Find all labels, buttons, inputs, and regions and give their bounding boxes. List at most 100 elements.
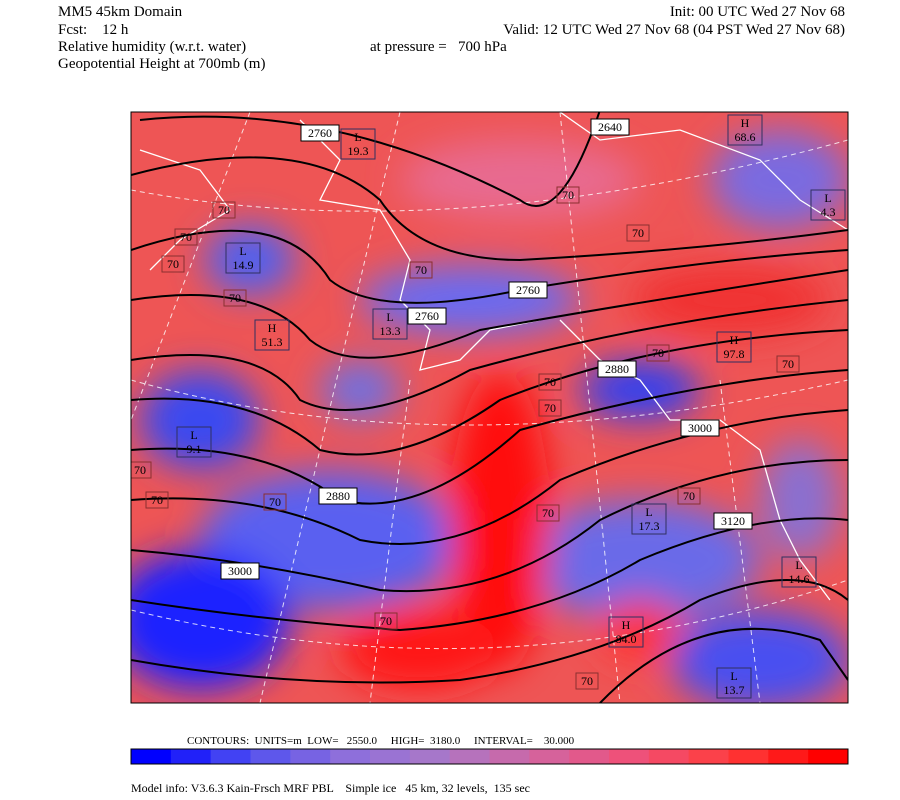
height-label-box: [407, 307, 447, 325]
color-bar-step: [210, 749, 251, 764]
color-bar-step: [290, 749, 331, 764]
valid-time: Valid: 12 UTC Wed 27 Nov 68 (04 PST Wed …: [503, 22, 845, 38]
extremum-kind: L: [190, 428, 197, 442]
height-label-box: [713, 512, 753, 530]
color-bar-step: [569, 749, 610, 764]
height-label: 2760: [415, 309, 439, 323]
extremum-box: [810, 189, 846, 221]
extremum-value: 14.6: [789, 572, 810, 586]
extremum-value: 9.1: [187, 442, 202, 456]
color-bar-step: [609, 749, 650, 764]
contour-info: CONTOURS: UNITS=m LOW= 2550.0 HIGH= 3180…: [187, 735, 575, 747]
height-label: 2880: [326, 489, 350, 503]
rh-label-box: [538, 373, 562, 391]
rh-label: 70: [562, 188, 574, 202]
extremum-kind: H: [741, 116, 750, 130]
field-height: Geopotential Height at 700mb (m): [58, 56, 265, 72]
height-label: 3120: [721, 514, 745, 528]
height-label-box: [220, 562, 260, 580]
extremum-box: [340, 128, 376, 160]
color-bar-step: [131, 749, 172, 764]
rh-label: 70: [782, 357, 794, 371]
height-label: 2880: [605, 362, 629, 376]
rh-label-box: [374, 612, 398, 630]
rh-label-box: [677, 487, 701, 505]
extremum-kind: L: [795, 558, 802, 572]
extremum-value: 17.3: [639, 519, 660, 533]
rh-label-box: [161, 255, 185, 273]
height-label: 2760: [308, 126, 332, 140]
color-bar-step: [370, 749, 411, 764]
rh-label-box: [174, 228, 198, 246]
color-bar-frame: [130, 748, 849, 765]
extremum-box: [716, 331, 752, 363]
extremum-value: 4.3: [821, 205, 836, 219]
color-bar-step: [768, 749, 809, 764]
rh-label-box: [536, 504, 560, 522]
rh-label: 70: [544, 401, 556, 415]
forecast-hour: Fcst: 12 h: [58, 22, 129, 38]
extremum-value: 13.3: [380, 324, 401, 338]
extremum-kind: L: [354, 130, 361, 144]
rh-label: 70: [167, 257, 179, 271]
rh-label: 70: [542, 506, 554, 520]
rh-label: 70: [652, 346, 664, 360]
height-label: 2760: [516, 283, 540, 297]
extremum-box: [225, 242, 261, 274]
rh-label: 70: [415, 263, 427, 277]
extremum-kind: H: [730, 333, 739, 347]
extremum-box: [254, 319, 290, 351]
extremum-box: [631, 503, 667, 535]
rh-label-box: [409, 261, 433, 279]
rh-label: 70: [151, 493, 163, 507]
rh-label-box: [626, 224, 650, 242]
lat-lon-grid: [131, 112, 848, 703]
color-bar-step: [449, 749, 490, 764]
humidity-field: [131, 130, 848, 703]
rh-label-box: [263, 493, 287, 511]
extremum-box: [608, 616, 644, 648]
extremum-value: 97.8: [724, 347, 745, 361]
color-bar-step: [330, 749, 371, 764]
extremum-value: 68.6: [735, 130, 756, 144]
extremum-kind: L: [730, 669, 737, 683]
extremum-kind: L: [645, 505, 652, 519]
rh-label: 70: [218, 203, 230, 217]
rh-label-box: [223, 289, 247, 307]
map-frame: [130, 111, 849, 704]
rh-label: 70: [683, 489, 695, 503]
rh-label-box: [538, 399, 562, 417]
rh-label-box: [212, 201, 236, 219]
extremum-value: 13.7: [724, 683, 745, 697]
rh-label-box: [145, 491, 169, 509]
extremum-box: [781, 556, 817, 588]
height-label-box: [300, 124, 340, 142]
color-bar-step: [808, 749, 849, 764]
color-bar-step: [250, 749, 291, 764]
extremum-kind: H: [268, 321, 277, 335]
rh-label: 70: [269, 495, 281, 509]
map: 2760 264027602760288030002880312030007070…: [131, 112, 848, 703]
rh-label: 70: [544, 375, 556, 389]
height-label: 2640: [598, 120, 622, 134]
model-info: Model info: V3.6.3 Kain-Frsch MRF PBL Si…: [131, 781, 530, 795]
extremum-value: 14.9: [233, 258, 254, 272]
extremum-box: [727, 114, 763, 146]
rh-label-box: [575, 672, 599, 690]
extremum-box: [716, 667, 752, 699]
model-title: MM5 45km Domain: [58, 4, 183, 20]
extremum-box: [176, 426, 212, 458]
height-label-box: [318, 487, 358, 505]
color-bar-step: [489, 749, 530, 764]
height-label-box: [680, 419, 720, 437]
extremum-kind: L: [239, 244, 246, 258]
rh-label: 70: [229, 291, 241, 305]
color-bar-step: [688, 749, 729, 764]
rh-label: 70: [581, 674, 593, 688]
extremum-box: [372, 308, 408, 340]
extremum-kind: L: [824, 191, 831, 205]
height-label-box: [508, 281, 548, 299]
height-label: 3000: [228, 564, 252, 578]
color-bar-step: [529, 749, 570, 764]
